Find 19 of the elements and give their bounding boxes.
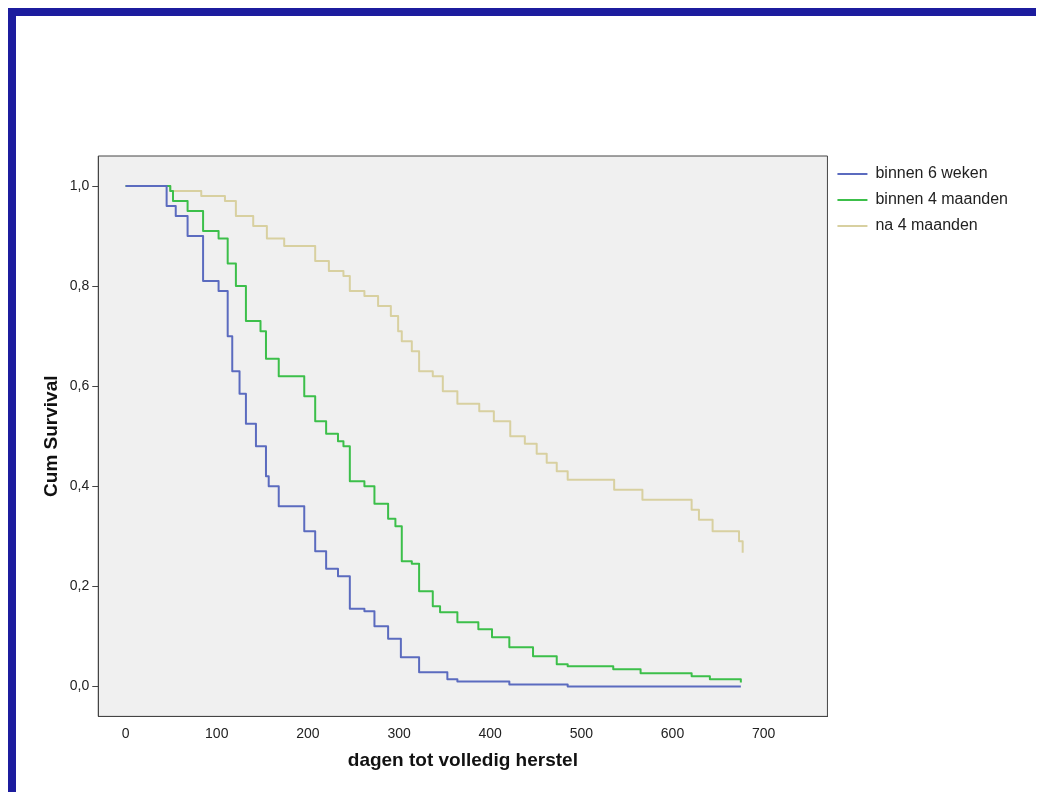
y-tick-label: 0,2 — [69, 577, 90, 594]
x-tick-label: 700 — [751, 724, 776, 741]
x-tick-label: 100 — [205, 724, 229, 741]
y-tick-label: 0,8 — [69, 276, 90, 293]
legend-label: binnen 6 weken — [875, 164, 988, 182]
x-axis-title: dagen tot volledig herstel — [347, 748, 578, 770]
x-tick-label: 500 — [569, 724, 594, 741]
y-axis-title: Cum Survival — [39, 375, 61, 497]
x-tick-label: 600 — [660, 724, 685, 741]
x-tick-label: 200 — [296, 724, 320, 741]
y-tick-label: 1,0 — [69, 176, 90, 193]
legend-label: binnen 4 maanden — [875, 190, 1009, 208]
y-tick-label: 0,4 — [69, 477, 90, 494]
y-tick-label: 0,6 — [69, 377, 90, 394]
legend-label: na 4 maanden — [875, 216, 978, 234]
y-tick-label: 0,0 — [69, 677, 90, 694]
x-tick-label: 300 — [387, 724, 411, 741]
x-tick-label: 400 — [478, 724, 503, 741]
x-tick-label: 0 — [121, 724, 130, 741]
